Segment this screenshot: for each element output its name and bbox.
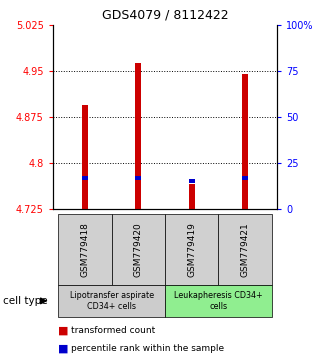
Bar [165,285,272,317]
Bar [135,176,142,180]
Bar [242,176,248,180]
Text: GSM779419: GSM779419 [187,222,196,277]
Text: ■: ■ [58,344,68,354]
Bar [82,176,88,180]
Text: GSM779421: GSM779421 [241,222,249,277]
Bar [218,214,272,285]
Text: transformed count: transformed count [71,326,155,336]
Bar [165,214,218,285]
Bar [188,184,195,209]
Bar [242,74,248,209]
Bar [188,179,195,183]
Text: ■: ■ [58,326,68,336]
Text: cell type: cell type [3,296,48,306]
Bar [58,285,165,317]
Text: Leukapheresis CD34+
cells: Leukapheresis CD34+ cells [174,291,263,310]
Bar [112,214,165,285]
Text: percentile rank within the sample: percentile rank within the sample [71,344,224,353]
Text: GSM779420: GSM779420 [134,222,143,277]
Text: GDS4079 / 8112422: GDS4079 / 8112422 [102,9,228,22]
Bar [58,214,112,285]
Text: GSM779418: GSM779418 [81,222,89,277]
Bar [82,104,88,209]
Text: Lipotransfer aspirate
CD34+ cells: Lipotransfer aspirate CD34+ cells [70,291,154,310]
Bar [135,63,142,209]
